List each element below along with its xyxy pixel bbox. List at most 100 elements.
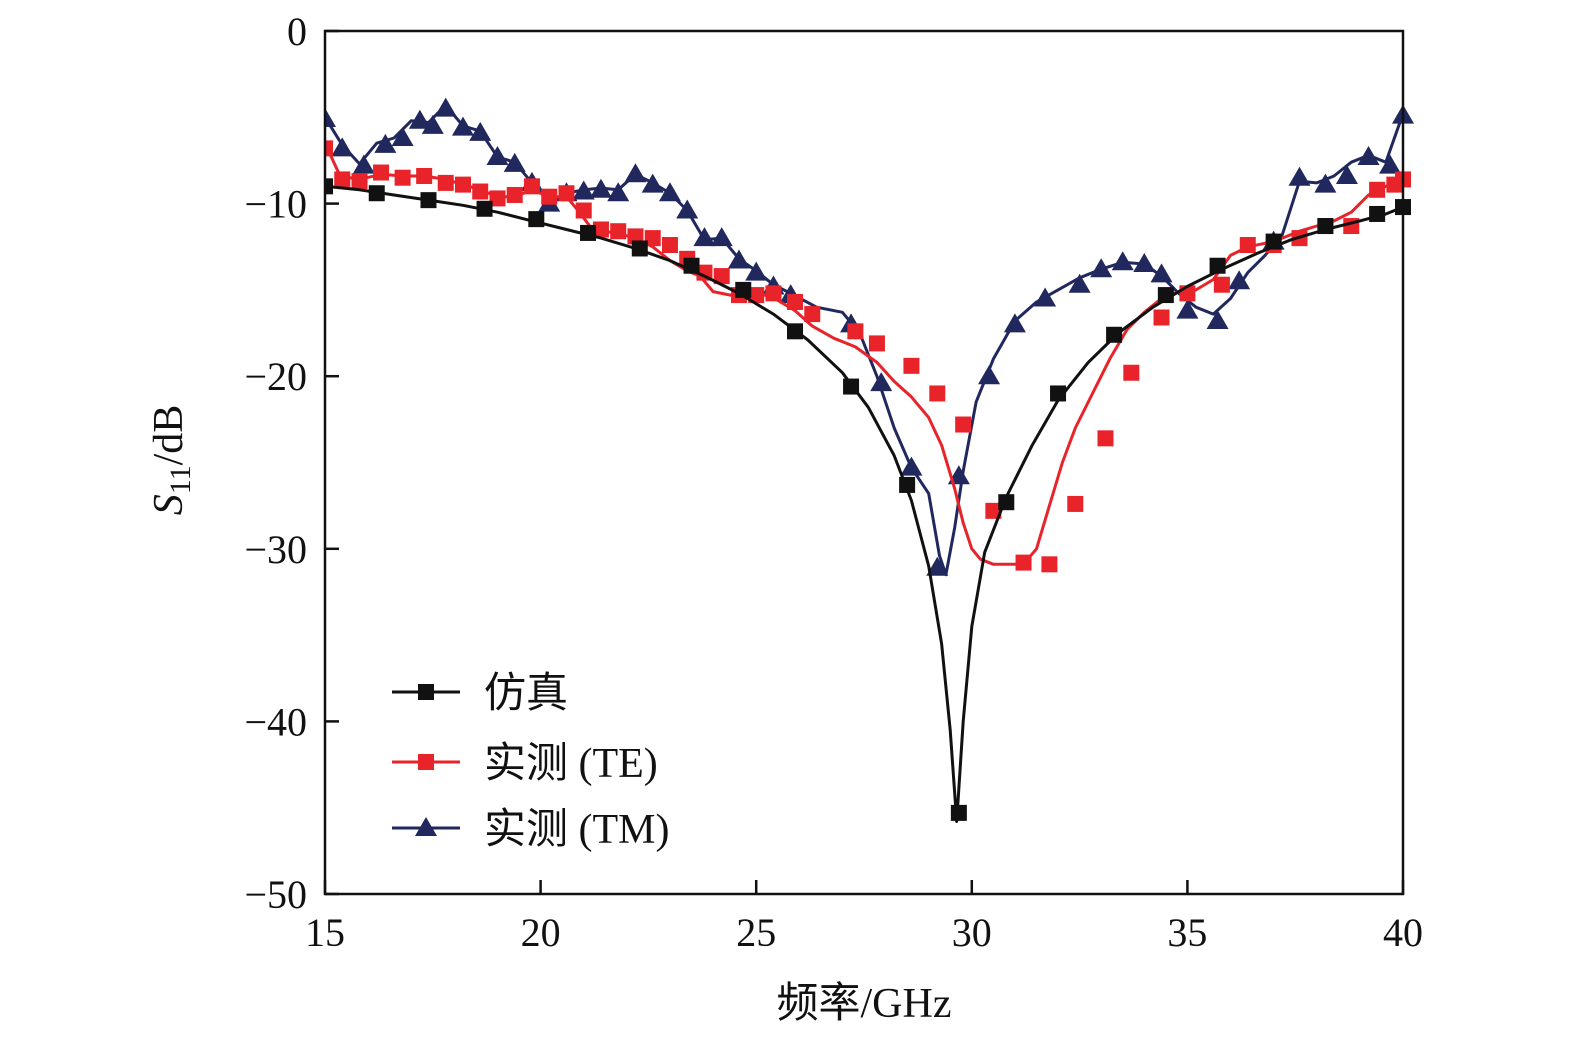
- series-0-marker: [787, 323, 804, 340]
- series-2-marker: [870, 372, 893, 392]
- x-axis-label: 频率/GHz: [777, 980, 952, 1027]
- series-2-marker: [572, 180, 595, 200]
- series-2-marker: [1150, 263, 1173, 283]
- series-0-marker: [1157, 287, 1174, 304]
- x-tick-label: 25: [736, 910, 776, 955]
- series-1-marker: [1123, 364, 1140, 381]
- series-2-marker: [658, 182, 681, 202]
- series-2-marker: [451, 116, 474, 136]
- series-1-marker: [1041, 556, 1058, 573]
- series-1-marker: [610, 223, 627, 240]
- series-1-marker: [472, 183, 489, 200]
- series-1-marker: [416, 167, 433, 184]
- series-2-marker: [607, 182, 630, 202]
- y-tick-label: −50: [244, 872, 307, 917]
- legend-swatch-marker: [415, 817, 437, 836]
- series-0-line: [325, 184, 1404, 823]
- series-1-marker: [644, 230, 661, 247]
- series-2-marker: [1090, 258, 1113, 278]
- tick-layer: 15 20 25 30 35 40 0 −10 −20 −30 −40 −50: [244, 9, 1423, 955]
- series-1-marker: [661, 237, 678, 254]
- series-0-marker: [528, 211, 545, 228]
- series-2-line: [325, 103, 1405, 577]
- series-0-marker: [899, 476, 916, 493]
- series-2-marker: [978, 365, 1001, 385]
- series-0-marker: [1317, 218, 1334, 235]
- series-0-marker: [1265, 233, 1282, 250]
- series-1-marker: [575, 202, 592, 219]
- x-tick-label: 20: [521, 910, 561, 955]
- y-axis-label-sub: 11: [164, 465, 197, 494]
- series-0-marker: [683, 257, 700, 274]
- y-tick-label: −10: [244, 182, 307, 227]
- series-1-marker: [1213, 276, 1230, 293]
- series-2-marker: [589, 178, 612, 198]
- series-2-marker: [434, 97, 457, 117]
- series-0-marker: [580, 224, 597, 241]
- series-2-marker: [676, 199, 699, 219]
- series-1-marker: [454, 176, 471, 193]
- series-2-marker: [1206, 309, 1229, 329]
- series-1-marker: [351, 173, 368, 190]
- series-1-marker: [541, 188, 558, 205]
- y-axis-label-main: S: [146, 494, 192, 515]
- x-tick-label: 40: [1383, 910, 1423, 955]
- series-2-marker: [1133, 253, 1156, 273]
- series-1-marker: [804, 306, 821, 323]
- y-axis-label-rest: /dB: [146, 405, 192, 466]
- series-0: [325, 178, 1411, 823]
- series-1-marker: [523, 178, 540, 195]
- series-2-marker: [1357, 145, 1380, 165]
- series-2-marker: [641, 173, 664, 193]
- series-0-marker: [843, 378, 860, 395]
- legend-swatch-marker: [418, 684, 434, 700]
- x-tick-label: 15: [305, 910, 345, 955]
- plot-frame: [323, 29, 1405, 896]
- series-2-marker: [503, 152, 526, 172]
- series-1-marker: [787, 293, 804, 310]
- series-1-marker: [437, 174, 454, 191]
- series-2-marker: [408, 109, 431, 129]
- series-1-marker: [955, 416, 972, 433]
- series-1-marker: [1015, 554, 1032, 571]
- series-2-marker: [469, 121, 492, 141]
- series-2-marker: [1176, 299, 1199, 319]
- series-2-marker: [391, 127, 414, 147]
- y-tick-label: −30: [244, 527, 307, 572]
- series-2-marker: [900, 456, 923, 476]
- series-2-marker: [1068, 273, 1091, 293]
- series-2-marker: [1003, 313, 1026, 333]
- series-1-marker: [713, 268, 730, 285]
- series-2-marker: [325, 108, 336, 128]
- series-1-marker: [1153, 309, 1170, 326]
- series-1-marker: [985, 502, 1002, 519]
- series-1-marker: [1369, 181, 1386, 198]
- y-tick-label: −20: [244, 354, 307, 399]
- series-0-marker: [1369, 205, 1386, 222]
- series-1-marker: [868, 335, 885, 352]
- series-1-marker: [373, 164, 390, 181]
- series-0-marker: [1209, 257, 1226, 274]
- legend-label: 仿真: [484, 671, 568, 717]
- series-2-marker: [1314, 173, 1337, 193]
- series-2: [325, 97, 1414, 577]
- series-2-marker: [1111, 251, 1134, 271]
- series-0-marker: [420, 192, 437, 209]
- series-0-marker: [1106, 326, 1123, 343]
- series-2-marker: [486, 145, 509, 165]
- legend-label: 实测 (TM): [484, 806, 669, 853]
- series-2-marker: [693, 227, 716, 247]
- series-2-marker: [624, 163, 647, 183]
- series-2-marker: [926, 556, 949, 576]
- series-2-marker: [710, 227, 733, 247]
- series-2-marker: [745, 261, 768, 281]
- series-2-marker: [1288, 166, 1311, 186]
- series-1-marker: [334, 171, 351, 188]
- series-0-marker: [1050, 385, 1067, 402]
- series-2-marker: [1335, 164, 1358, 184]
- x-tick-label: 30: [952, 910, 992, 955]
- series-1-marker: [558, 185, 575, 202]
